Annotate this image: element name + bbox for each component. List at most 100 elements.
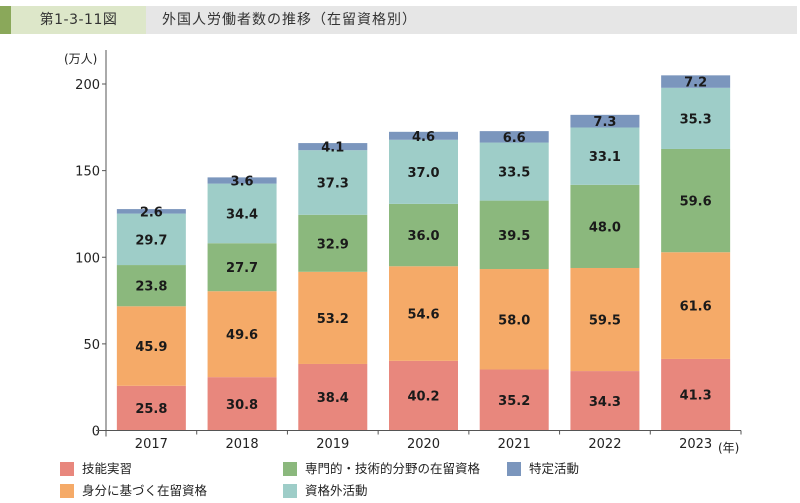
x-tick-label-2017: 2017: [135, 437, 168, 452]
legend-label: 資格外活動: [305, 483, 368, 498]
x-tick-label-2018: 2018: [226, 437, 259, 452]
data-label-2018-s3: 34.4: [226, 207, 258, 222]
legend-swatch: [283, 484, 297, 498]
data-label-2020-s1: 54.6: [407, 308, 439, 323]
bar-segment-2021-s2: [479, 200, 549, 270]
bar-segment-2022-s3: [570, 127, 640, 185]
data-label-2023-s2: 59.6: [680, 195, 712, 210]
bar-segment-2018-s1: [207, 291, 277, 378]
bar-segment-2021-s3: [479, 142, 549, 201]
data-label-2019-s0: 38.4: [317, 391, 349, 406]
y-tick-label-0: 0: [92, 425, 100, 440]
data-label-2023-s3: 35.3: [680, 112, 712, 127]
data-label-2018-s0: 30.8: [226, 398, 258, 413]
bar-segment-2018-s3: [207, 183, 277, 244]
legend-label: 専門的・技術的分野の在留資格: [305, 461, 481, 476]
bar-segment-2019-s1: [298, 271, 368, 364]
data-label-2019-s1: 53.2: [317, 312, 349, 327]
axes-layer: 2017 2018 2019 2020 2021 2022 2023 0 50 100 150 200: [75, 50, 742, 452]
bar-segment-2017-s3: [116, 213, 186, 266]
data-label-2018-s1: 49.6: [226, 328, 258, 343]
bar-segment-2022-s1: [570, 267, 640, 372]
data-label-2019-s3: 37.3: [317, 176, 349, 191]
bar-segment-2020-s4: [389, 131, 458, 140]
legend-swatch: [507, 462, 521, 476]
data-label-2017-s1: 45.9: [135, 340, 167, 355]
bar-segment-2018-s4: [207, 177, 277, 184]
bar-segment-2019-s3: [298, 150, 368, 215]
figure-header: 第1-3-11図 外国人労働者数の推移（在留資格別）: [0, 6, 797, 34]
data-label-2022-s0: 34.3: [589, 395, 621, 410]
bar-segment-2022-s4: [570, 114, 640, 128]
data-label-2020-s0: 40.2: [407, 390, 439, 405]
data-label-2021-s1: 58.0: [498, 313, 530, 328]
data-label-2019-s2: 32.9: [317, 237, 349, 252]
x-tick-label-2021: 2021: [498, 437, 531, 452]
data-label-2023-s4: 7.2: [684, 76, 707, 91]
data-label-2019-s4: 4.1: [321, 141, 344, 156]
data-label-2022-s2: 48.0: [589, 220, 621, 235]
y-tick-label-100: 100: [75, 251, 100, 266]
x-tick-label-2022: 2022: [588, 437, 621, 452]
data-label-2017-s3: 29.7: [135, 233, 167, 248]
data-label-2020-s3: 37.0: [407, 166, 439, 181]
header-accent-stripe: [0, 6, 11, 34]
x-tick-label-2019: 2019: [316, 437, 349, 452]
value-labels-layer: 25.8 45.9 23.8 29.7 2.6 30.8 49.6 27.7 34.4 3.6 38…: [135, 76, 711, 418]
bar-segment-2020-s1: [389, 266, 458, 361]
data-label-2021-s3: 33.5: [498, 166, 530, 181]
y-tick-label-200: 200: [75, 78, 100, 93]
legend-swatch: [60, 462, 74, 476]
x-tick-label-2023: 2023: [679, 437, 712, 452]
data-label-2022-s3: 33.1: [589, 150, 621, 165]
data-label-2022-s4: 7.3: [593, 115, 616, 130]
data-label-2023-s1: 61.6: [680, 300, 712, 315]
bar-segment-2023-s3: [661, 87, 731, 149]
bar-segment-2022-s2: [570, 184, 640, 268]
bar-segment-2019-s0: [298, 363, 368, 431]
bar-segment-2020-s3: [389, 139, 458, 204]
data-label-2021-s2: 39.5: [498, 229, 530, 244]
y-tick-label-50: 50: [83, 338, 100, 353]
bar-segment-2021-s0: [479, 369, 549, 431]
data-label-2018-s4: 3.6: [231, 175, 254, 190]
legend-label: 技能実習: [82, 461, 133, 476]
y-axis-unit-label: (万人): [64, 52, 97, 66]
data-label-2017-s0: 25.8: [135, 402, 167, 417]
bar-segment-2017-s0: [116, 385, 186, 431]
bar-segment-2023-s4: [661, 75, 731, 88]
legend-label: 身分に基づく在留資格: [82, 483, 208, 498]
bar-segment-2022-s0: [570, 371, 640, 431]
x-tick-label-2020: 2020: [407, 437, 440, 452]
bars-layer: [116, 75, 731, 431]
bar-segment-2019-s4: [298, 143, 368, 151]
y-tick-label-150: 150: [75, 165, 100, 180]
data-label-2018-s2: 27.7: [226, 261, 258, 276]
figure-title: 外国人労働者数の推移（在留資格別）: [162, 12, 417, 28]
bar-segment-2017-s4: [116, 209, 186, 214]
bar-segment-2023-s0: [661, 358, 731, 431]
x-axis-unit-label: (年): [718, 441, 739, 455]
data-label-2021-s0: 35.2: [498, 394, 530, 409]
bar-segment-2017-s1: [116, 306, 186, 386]
bar-segment-2020-s0: [389, 360, 458, 431]
legend-label: 特定活動: [529, 461, 580, 476]
data-label-2017-s2: 23.8: [135, 280, 167, 295]
bar-segment-2023-s2: [661, 148, 731, 253]
data-label-2020-s4: 4.6: [412, 130, 435, 145]
bar-segment-2021-s4: [479, 131, 549, 143]
figure-number: 第1-3-11図: [11, 6, 146, 34]
bar-segment-2018-s0: [207, 377, 277, 431]
legend-swatch: [60, 484, 74, 498]
data-label-2023-s0: 41.3: [680, 389, 712, 404]
data-label-2017-s4: 2.6: [140, 205, 163, 220]
bar-segment-2020-s2: [389, 203, 458, 267]
legend-swatch: [283, 462, 297, 476]
bar-segment-2021-s1: [479, 269, 549, 370]
data-label-2020-s2: 36.0: [407, 229, 439, 244]
bar-segment-2018-s2: [207, 243, 277, 292]
bar-segment-2023-s1: [661, 252, 731, 359]
bar-segment-2017-s2: [116, 265, 186, 307]
bar-segment-2019-s2: [298, 214, 368, 272]
